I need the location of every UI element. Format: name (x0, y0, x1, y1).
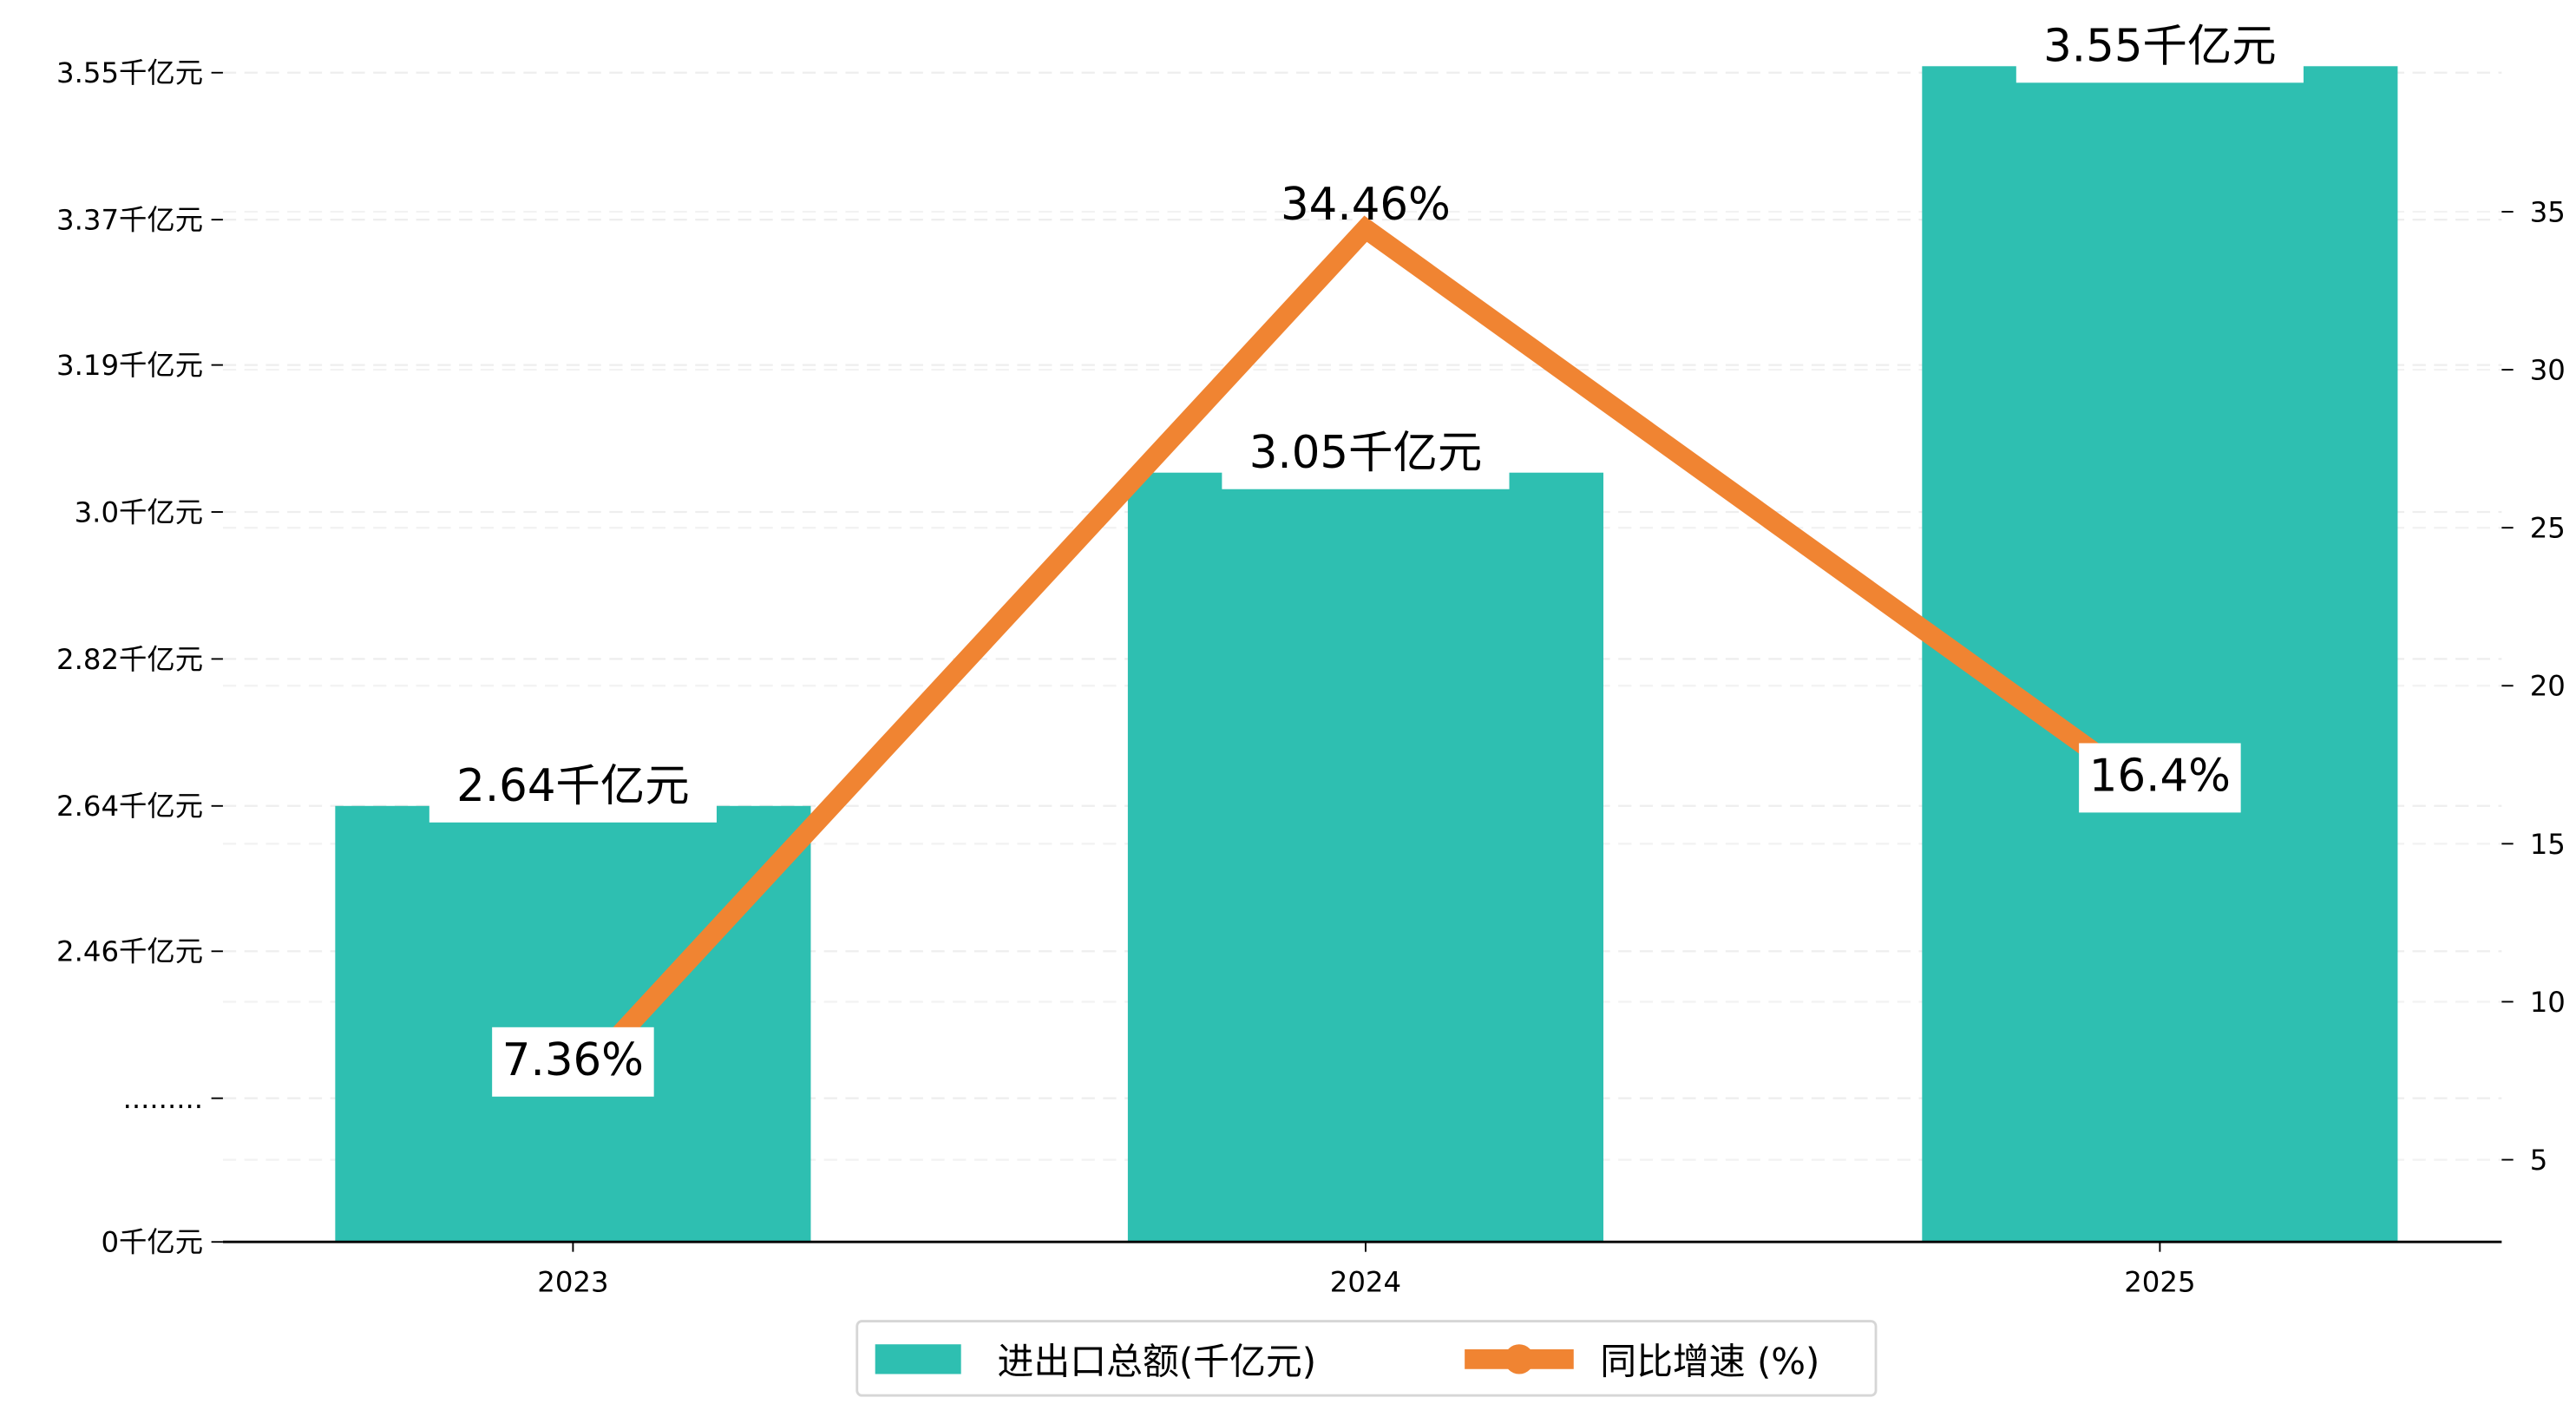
data-labels: 2.64千亿元 3.05千亿元 3.55千亿元 7.36% 34.46% 16.4% (429, 13, 2304, 1097)
bars (335, 66, 2398, 1243)
line-label: 34.46% (1281, 179, 1451, 231)
left-tick-label: 0千亿元 (101, 1226, 203, 1259)
left-tick-label: 3.55千亿元 (56, 56, 203, 89)
legend: 进出口总额(千亿元) 同比增速 (%) (855, 1320, 1878, 1397)
legend-label-bar: 进出口总额(千亿元) (998, 1340, 1317, 1382)
right-tick-label: 30 (2530, 354, 2566, 387)
axes: 0千亿元......... 2.46千亿元 2.64千亿元 2.82千亿元 3.0千亿元… (56, 56, 2566, 1298)
bar-label: 3.55千亿元 (2043, 21, 2277, 73)
right-tick-label: 10 (2530, 986, 2566, 1019)
x-tick-label: 2023 (537, 1265, 608, 1298)
left-tick-label: 3.37千亿元 (56, 204, 203, 237)
legend-bar-swatch (875, 1344, 961, 1374)
left-tick-label: 3.19千亿元 (56, 349, 203, 382)
left-tick-label: ......... (123, 1082, 204, 1115)
x-tick-label: 2025 (2124, 1265, 2195, 1298)
bar-2024 (1127, 472, 1604, 1243)
left-tick-label: 2.46千亿元 (56, 935, 203, 968)
legend-box (855, 1320, 1878, 1397)
line-label: 16.4% (2089, 751, 2231, 803)
line-label: 7.36% (502, 1034, 644, 1086)
left-tick-label: 2.82千亿元 (56, 643, 203, 676)
legend-marker-icon (1504, 1344, 1535, 1374)
line-label-bg (492, 1027, 654, 1097)
legend-label-line: 同比增速 (%) (1600, 1340, 1819, 1382)
right-tick-label: 5 (2530, 1144, 2548, 1177)
bar-label-bg (2016, 13, 2304, 83)
bar-2025 (1922, 66, 2398, 1243)
right-tick-label: 20 (2530, 670, 2566, 703)
right-tick-label: 15 (2530, 828, 2566, 861)
bar-label: 3.05千亿元 (1249, 427, 1483, 479)
bar-label-bg (429, 752, 717, 823)
bar-label: 2.64千亿元 (456, 760, 690, 812)
line-label-bg (2079, 743, 2241, 813)
bar-2023 (335, 805, 811, 1243)
right-tick-label: 25 (2530, 512, 2566, 545)
left-tick-label: 3.0千亿元 (75, 495, 203, 528)
bar-label-bg (1222, 419, 1510, 489)
left-tick-label: 2.64千亿元 (56, 790, 203, 823)
right-tick-label: 35 (2530, 195, 2566, 228)
x-tick-label: 2024 (1330, 1265, 1401, 1298)
